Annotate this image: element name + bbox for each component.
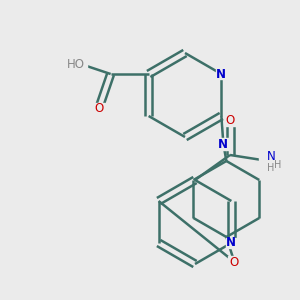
Text: H: H (274, 160, 281, 170)
Bar (93, 103, 105, 115)
Text: O: O (94, 103, 103, 116)
Bar (226, 238, 236, 248)
Bar (228, 256, 240, 268)
Bar (216, 69, 226, 79)
Bar (218, 138, 230, 150)
Bar (224, 114, 236, 126)
Text: N: N (218, 137, 228, 151)
Text: N: N (226, 236, 236, 250)
Bar (259, 150, 281, 170)
Text: O: O (225, 113, 235, 127)
Text: H: H (267, 163, 274, 173)
Bar (64, 58, 87, 70)
Text: HO: HO (67, 58, 85, 70)
Text: N: N (267, 149, 276, 163)
Text: N: N (216, 68, 226, 80)
Text: O: O (230, 256, 239, 268)
